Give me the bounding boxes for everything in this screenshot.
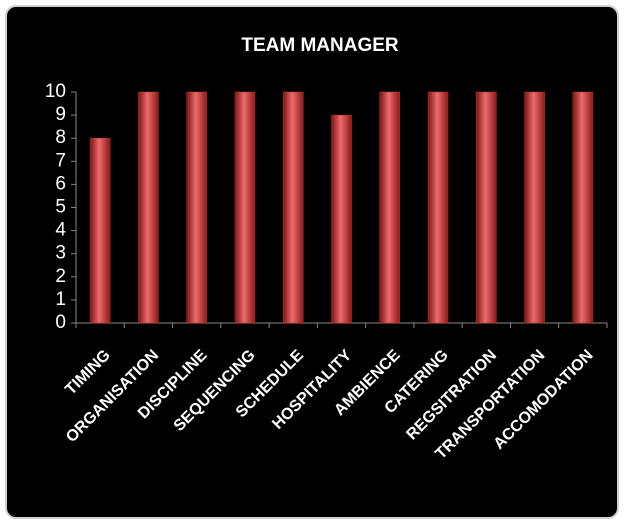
y-tick-label: 8 — [55, 127, 66, 148]
y-tick-label: 4 — [55, 220, 66, 241]
bar — [427, 91, 449, 324]
y-tick-label: 3 — [55, 243, 66, 264]
y-tick-label: 7 — [55, 150, 66, 171]
bar — [572, 91, 594, 324]
bar — [282, 91, 304, 324]
bar — [524, 91, 545, 324]
y-tick-label: 6 — [55, 173, 66, 194]
bar — [138, 91, 159, 324]
bar — [89, 137, 111, 324]
bar — [476, 91, 497, 324]
bar — [186, 91, 207, 324]
chart-title: TEAM MANAGER — [241, 35, 399, 56]
bar — [234, 91, 256, 324]
chart-background — [5, 5, 619, 519]
bar — [331, 114, 352, 324]
bar — [379, 91, 401, 324]
y-tick-label: 10 — [45, 81, 66, 102]
y-tick-label: 2 — [55, 266, 66, 287]
y-tick-label: 0 — [55, 312, 66, 333]
y-tick-label: 5 — [55, 197, 66, 218]
y-tick-label: 1 — [55, 289, 66, 310]
y-tick-label: 9 — [55, 104, 66, 125]
